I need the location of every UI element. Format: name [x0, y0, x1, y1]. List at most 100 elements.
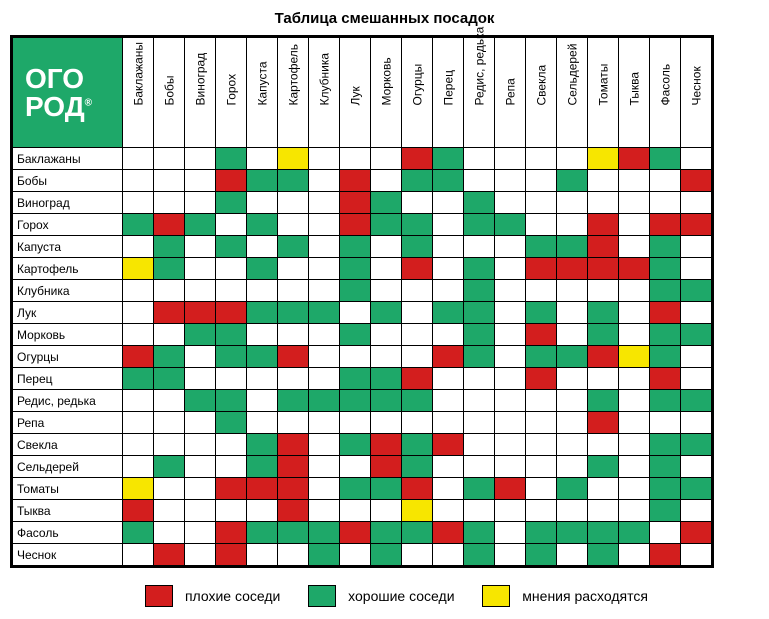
- cell: [278, 346, 309, 368]
- cell: [402, 214, 433, 236]
- cell: [247, 258, 278, 280]
- cell: [123, 456, 154, 478]
- cell: [371, 456, 402, 478]
- row-header: Капуста: [13, 236, 123, 258]
- cell: [681, 412, 712, 434]
- cell: [216, 522, 247, 544]
- cell: [216, 324, 247, 346]
- col-header: Картофель: [278, 38, 309, 148]
- cell: [154, 170, 185, 192]
- cell: [526, 346, 557, 368]
- cell: [402, 368, 433, 390]
- cell: [247, 346, 278, 368]
- cell: [433, 192, 464, 214]
- cell: [371, 302, 402, 324]
- row-header: Лук: [13, 302, 123, 324]
- cell: [371, 500, 402, 522]
- cell: [588, 346, 619, 368]
- cell: [650, 412, 681, 434]
- cell: [216, 148, 247, 170]
- cell: [681, 368, 712, 390]
- cell: [681, 192, 712, 214]
- cell: [557, 456, 588, 478]
- cell: [247, 522, 278, 544]
- cell: [526, 236, 557, 258]
- cell: [185, 324, 216, 346]
- cell: [526, 456, 557, 478]
- cell: [185, 456, 216, 478]
- cell: [123, 192, 154, 214]
- cell: [557, 192, 588, 214]
- cell: [588, 302, 619, 324]
- cell: [154, 456, 185, 478]
- cell: [123, 258, 154, 280]
- cell: [123, 434, 154, 456]
- col-header: Горох: [216, 38, 247, 148]
- cell: [216, 456, 247, 478]
- cell: [154, 280, 185, 302]
- col-header: Чеснок: [681, 38, 712, 148]
- cell: [402, 302, 433, 324]
- cell: [154, 346, 185, 368]
- logo-line1: ОГО: [25, 65, 122, 93]
- cell: [681, 500, 712, 522]
- cell: [402, 500, 433, 522]
- cell: [278, 192, 309, 214]
- cell: [216, 500, 247, 522]
- cell: [154, 258, 185, 280]
- cell: [309, 302, 340, 324]
- cell: [650, 302, 681, 324]
- cell: [433, 368, 464, 390]
- cell: [619, 456, 650, 478]
- row-header: Баклажаны: [13, 148, 123, 170]
- cell: [278, 544, 309, 566]
- cell: [464, 236, 495, 258]
- cell: [433, 456, 464, 478]
- cell: [340, 192, 371, 214]
- cell: [681, 390, 712, 412]
- cell: [278, 412, 309, 434]
- cell: [526, 412, 557, 434]
- cell: [216, 236, 247, 258]
- cell: [650, 148, 681, 170]
- cell: [650, 236, 681, 258]
- cell: [247, 478, 278, 500]
- cell: [309, 412, 340, 434]
- cell: [681, 346, 712, 368]
- cell: [247, 456, 278, 478]
- cell: [402, 346, 433, 368]
- cell: [123, 236, 154, 258]
- cell: [650, 434, 681, 456]
- cell: [557, 412, 588, 434]
- cell: [371, 258, 402, 280]
- cell: [371, 192, 402, 214]
- cell: [495, 214, 526, 236]
- cell: [371, 434, 402, 456]
- cell: [309, 148, 340, 170]
- cell: [464, 170, 495, 192]
- cell: [557, 236, 588, 258]
- cell: [619, 522, 650, 544]
- cell: [619, 346, 650, 368]
- cell: [464, 214, 495, 236]
- cell: [557, 302, 588, 324]
- cell: [433, 544, 464, 566]
- row-header: Репа: [13, 412, 123, 434]
- col-header: Клубника: [309, 38, 340, 148]
- cell: [526, 544, 557, 566]
- cell: [464, 522, 495, 544]
- cell: [557, 170, 588, 192]
- cell: [185, 280, 216, 302]
- row-header: Горох: [13, 214, 123, 236]
- cell: [526, 522, 557, 544]
- cell: [526, 214, 557, 236]
- cell: [309, 280, 340, 302]
- cell: [340, 434, 371, 456]
- cell: [154, 544, 185, 566]
- cell: [340, 214, 371, 236]
- cell: [650, 214, 681, 236]
- cell: [185, 148, 216, 170]
- cell: [433, 258, 464, 280]
- cell: [185, 478, 216, 500]
- col-header: Виноград: [185, 38, 216, 148]
